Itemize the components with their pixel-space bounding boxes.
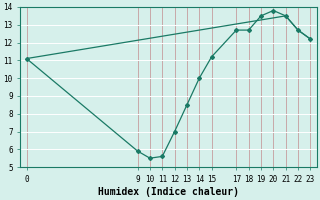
X-axis label: Humidex (Indice chaleur): Humidex (Indice chaleur) [98, 186, 239, 197]
